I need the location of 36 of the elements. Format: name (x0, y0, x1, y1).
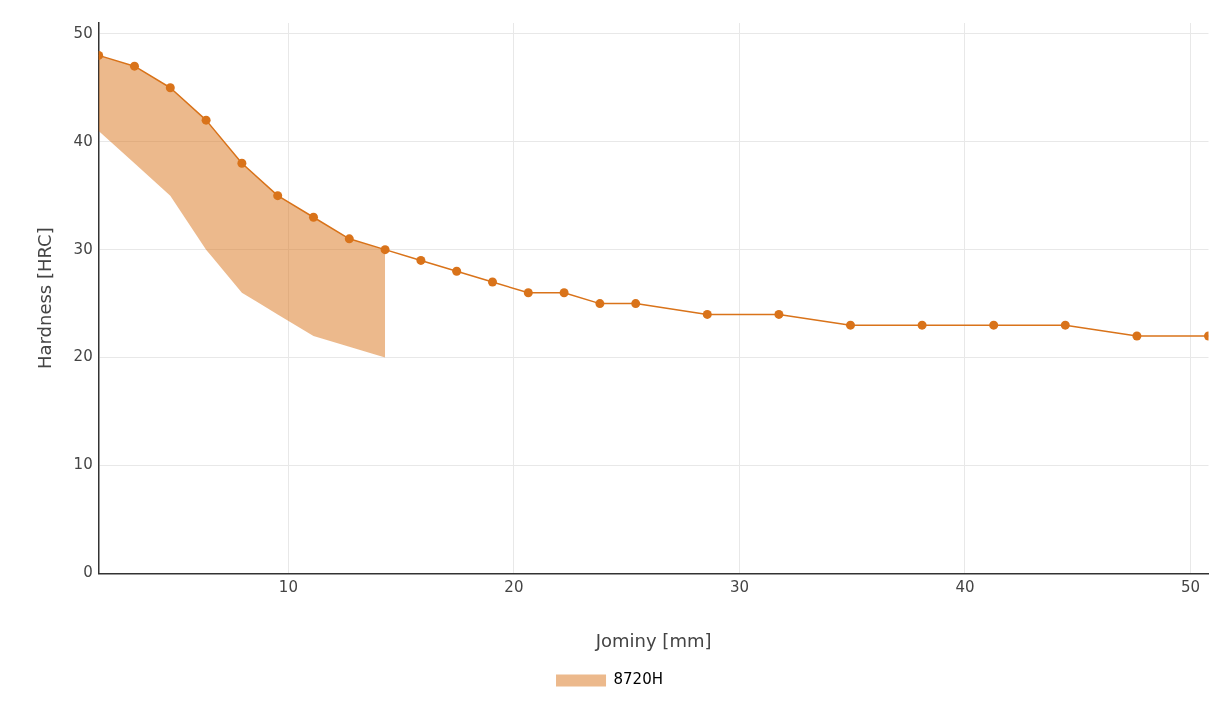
x-tick-label: 40 (955, 578, 975, 597)
y-tick-label: 30 (73, 239, 93, 258)
y-axis-title: Hardness [HRC] (34, 227, 56, 370)
x-axis-title: Jominy [mm] (594, 629, 712, 651)
y-tick-label: 0 (83, 563, 93, 582)
y-tick-label: 20 (73, 347, 93, 366)
x-tick-label: 10 (278, 578, 298, 597)
point (487, 277, 497, 287)
point (523, 288, 533, 298)
point (702, 309, 712, 319)
point (1132, 331, 1142, 341)
point (165, 83, 175, 93)
point (846, 320, 855, 330)
point (273, 191, 283, 201)
point (1060, 320, 1070, 330)
legend-label: 8720H (613, 670, 663, 689)
y-tick-label: 40 (73, 131, 93, 150)
x-tick-label: 20 (504, 578, 524, 597)
point (237, 158, 247, 168)
y-tick-label: 10 (73, 455, 93, 474)
point (917, 320, 927, 330)
point (308, 212, 318, 222)
point (380, 245, 390, 255)
point (452, 266, 462, 276)
x-tick-label: 30 (729, 578, 749, 597)
point (631, 299, 641, 309)
point (559, 288, 569, 298)
point (774, 309, 784, 319)
point (989, 320, 999, 330)
point (201, 115, 211, 125)
point (595, 299, 605, 309)
point (416, 255, 426, 265)
y-tick-label: 50 (73, 23, 93, 42)
point (344, 234, 354, 244)
x-tick-label: 50 (1180, 578, 1201, 597)
point (129, 61, 139, 71)
